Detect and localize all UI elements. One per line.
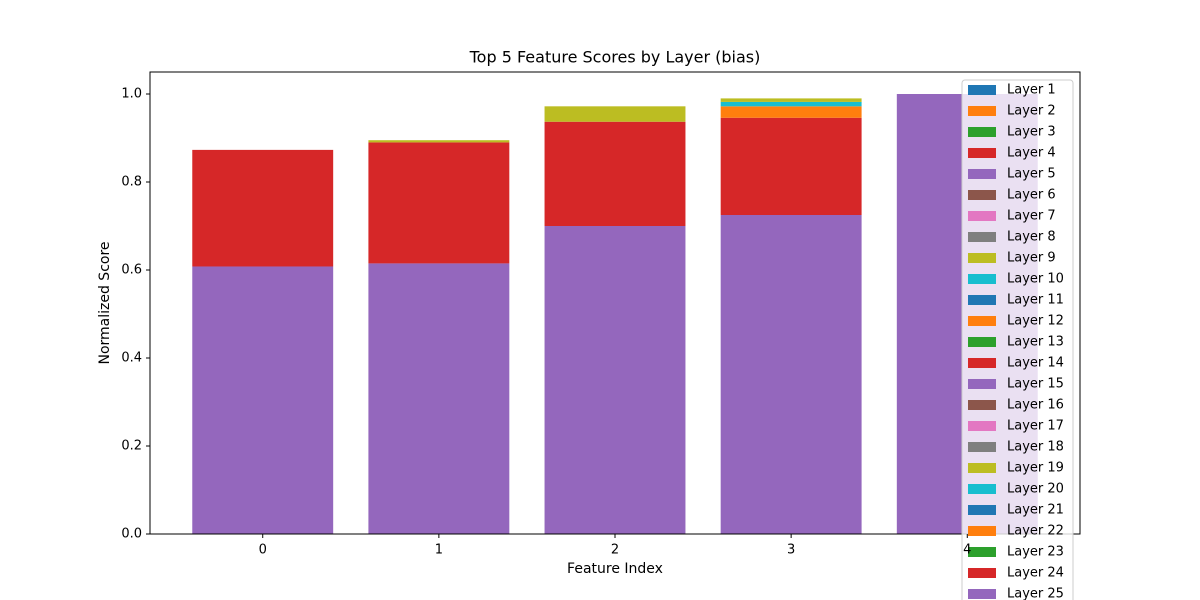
- legend: Layer 1 Layer 2 Layer 3 Layer 4 Layer 5 Layer…: [961, 79, 1074, 600]
- y-tick-label: 0.2: [121, 439, 142, 454]
- legend-label: Layer 6: [1007, 188, 1056, 203]
- legend-label: Layer 7: [1007, 209, 1056, 224]
- legend-swatch: [968, 568, 996, 578]
- x-tick-label: 3: [787, 543, 795, 558]
- y-axis-label: Normalized Score: [97, 241, 113, 364]
- legend-label: Layer 19: [1007, 461, 1064, 476]
- y-tick-label: 0.6: [121, 263, 142, 278]
- chart-title: Top 5 Feature Scores by Layer (bias): [469, 48, 761, 67]
- legend-swatch: [968, 253, 996, 263]
- legend-label: Layer 25: [1007, 587, 1064, 600]
- legend-label: Layer 2: [1007, 104, 1056, 119]
- y-tick-label: 0.8: [121, 175, 142, 190]
- bar-segment: [720, 215, 862, 534]
- legend-label: Layer 9: [1007, 251, 1056, 266]
- bar-segment: [368, 263, 510, 534]
- y-tick-label: 1.0: [121, 87, 142, 102]
- legend-swatch: [968, 484, 996, 494]
- plot-area: [192, 94, 1038, 534]
- legend-swatch: [968, 421, 996, 431]
- bar-segment: [368, 140, 510, 143]
- legend-label: Layer 10: [1007, 272, 1064, 287]
- legend-swatch: [968, 400, 996, 410]
- bar-segment: [368, 142, 510, 264]
- legend-swatch: [968, 547, 996, 557]
- legend-swatch: [968, 211, 996, 221]
- legend-swatch: [968, 85, 996, 95]
- legend-swatch: [968, 442, 996, 452]
- x-tick-label: 4: [963, 543, 971, 558]
- legend-label: Layer 8: [1007, 230, 1056, 245]
- bar-segment: [544, 226, 686, 534]
- bar-segment: [544, 106, 686, 122]
- legend-label: Layer 24: [1007, 566, 1064, 581]
- bar-segment: [720, 117, 862, 215]
- bar-segment: [720, 106, 862, 118]
- legend-label: Layer 15: [1007, 377, 1064, 392]
- legend-swatch: [968, 127, 996, 137]
- legend-swatch: [968, 274, 996, 284]
- legend-label: Layer 21: [1007, 503, 1064, 518]
- x-tick-label: 0: [259, 543, 267, 558]
- y-tick-label: 0.4: [121, 351, 142, 366]
- bar-segment: [544, 121, 686, 226]
- legend-label: Layer 11: [1007, 293, 1064, 308]
- x-axis-label: Feature Index: [567, 561, 663, 577]
- legend-swatch: [968, 316, 996, 326]
- legend-swatch: [968, 169, 996, 179]
- legend-label: Layer 20: [1007, 482, 1064, 497]
- legend-label: Layer 3: [1007, 125, 1056, 140]
- legend-swatch: [968, 232, 996, 242]
- y-tick-label: 0.0: [121, 527, 142, 542]
- legend-swatch: [968, 106, 996, 116]
- x-tick-label: 1: [435, 543, 443, 558]
- legend-swatch: [968, 337, 996, 347]
- legend-label: Layer 12: [1007, 314, 1064, 329]
- legend-label: Layer 22: [1007, 524, 1064, 539]
- legend-label: Layer 18: [1007, 440, 1064, 455]
- legend-label: Layer 14: [1007, 356, 1064, 371]
- legend-swatch: [968, 589, 996, 599]
- legend-label: Layer 23: [1007, 545, 1064, 560]
- legend-swatch: [968, 379, 996, 389]
- x-tick-label: 2: [611, 543, 619, 558]
- legend-label: Layer 4: [1007, 146, 1056, 161]
- legend-swatch: [968, 148, 996, 158]
- legend-swatch: [968, 190, 996, 200]
- bar-segment: [192, 149, 334, 267]
- legend-swatch: [968, 358, 996, 368]
- legend-swatch: [968, 505, 996, 515]
- bar-segment: [720, 101, 862, 107]
- legend-swatch: [968, 526, 996, 536]
- legend-label: Layer 17: [1007, 419, 1064, 434]
- legend-label: Layer 1: [1007, 83, 1056, 98]
- legend-swatch: [968, 463, 996, 473]
- legend-label: Layer 16: [1007, 398, 1064, 413]
- legend-label: Layer 13: [1007, 335, 1064, 350]
- bar-segment: [192, 266, 334, 534]
- bar-segment: [720, 98, 862, 102]
- legend-swatch: [968, 295, 996, 305]
- legend-label: Layer 5: [1007, 167, 1056, 182]
